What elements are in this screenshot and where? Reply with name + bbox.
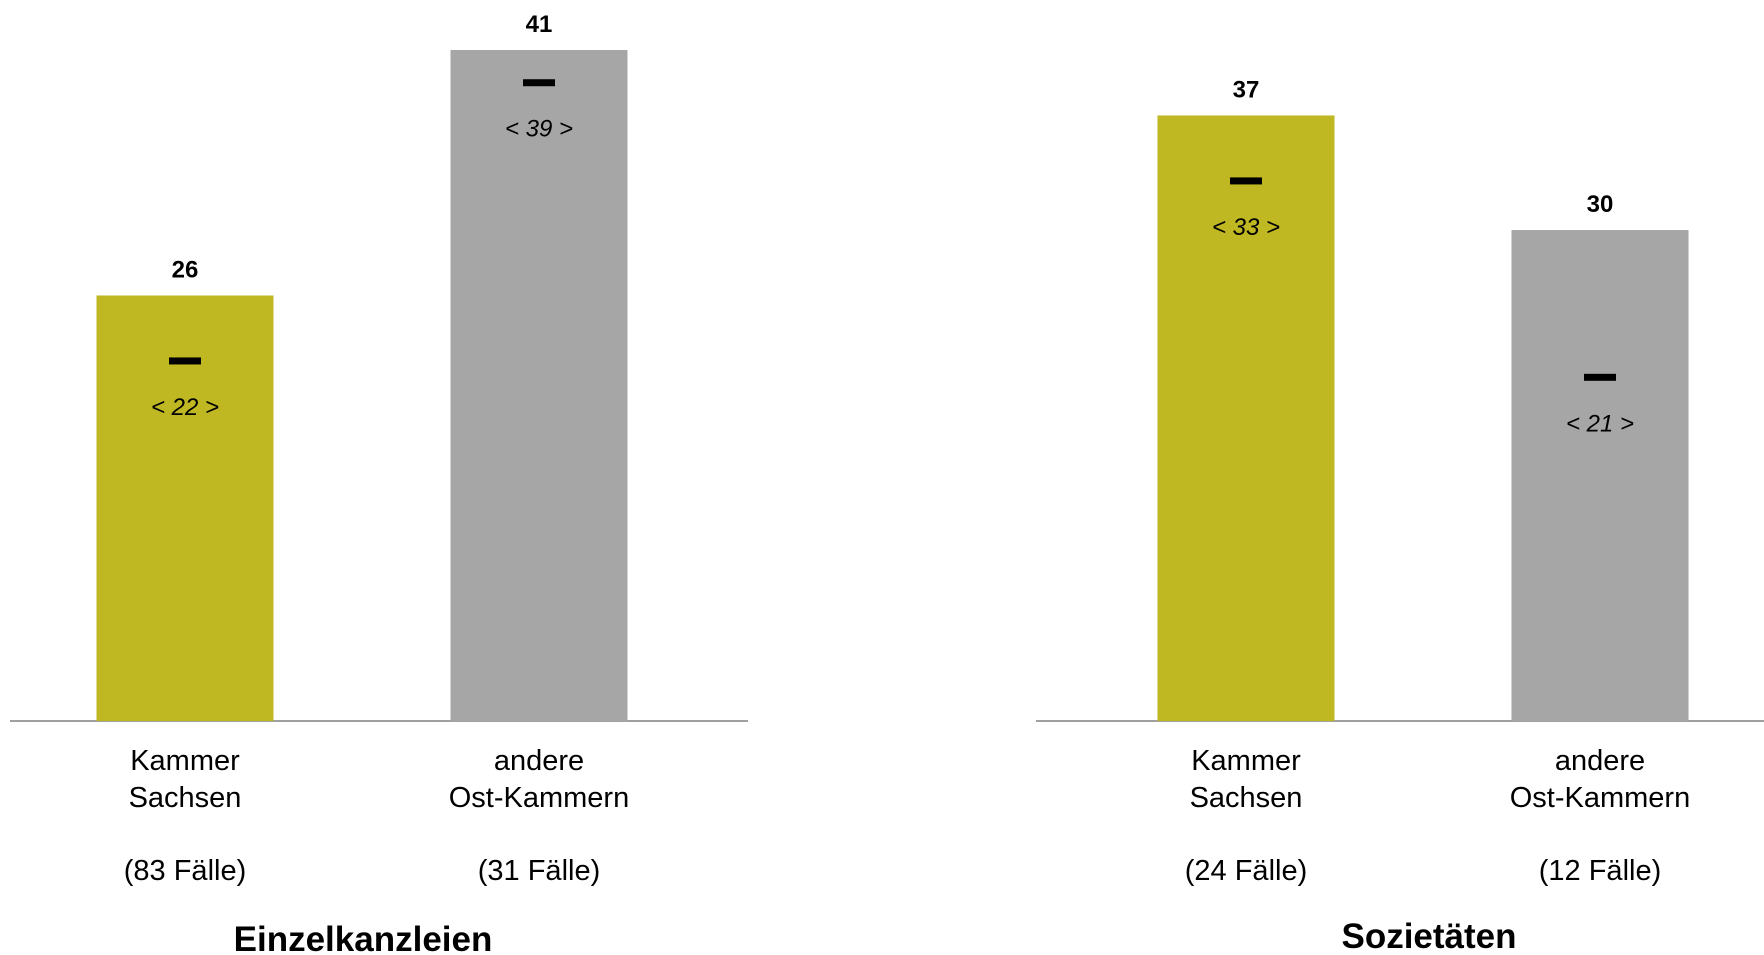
bar-andere-ost-kammern <box>450 50 628 721</box>
category-label-line1: Kammer <box>1191 745 1301 777</box>
category-label-line2: Ost-Kammern <box>1510 782 1690 814</box>
median-label: < 21 > <box>1566 410 1634 437</box>
category-label-line2: Sachsen <box>129 782 242 814</box>
median-label: < 39 > <box>505 116 573 143</box>
category-cases-label: (31 Fälle) <box>478 855 601 887</box>
median-label: < 33 > <box>1212 214 1280 241</box>
category-label-line1: andere <box>1555 745 1645 777</box>
category-label-line1: andere <box>494 745 584 777</box>
median-label: < 22 > <box>151 394 219 421</box>
bar-andere-ost-kammern <box>1511 230 1689 721</box>
chart-title: Einzelkanzleien <box>234 920 493 955</box>
chart-title: Sozietäten <box>1341 917 1516 955</box>
median-marker <box>523 79 555 87</box>
bar-kammer-sachsen <box>96 295 274 721</box>
median-marker <box>169 357 201 365</box>
bar-value-label: 41 <box>526 11 553 38</box>
bar-kammer-sachsen <box>1157 115 1335 721</box>
median-marker <box>1230 177 1262 185</box>
chart-panel-sozietaeten: 37 30 < 33 > < 21 > Kammer Sachsen (24 F… <box>1036 76 1764 955</box>
category-label-line2: Sachsen <box>1190 782 1303 814</box>
chart-panel-einzelkanzleien: 26 41 < 22 > < 39 > Kammer Sachsen (83 F… <box>10 11 748 955</box>
category-label-line1: Kammer <box>130 745 240 777</box>
bar-value-label: 37 <box>1233 76 1260 103</box>
category-label-line2: Ost-Kammern <box>449 782 629 814</box>
median-marker <box>1584 373 1616 381</box>
category-cases-label: (24 Fälle) <box>1185 855 1308 887</box>
bar-value-label: 26 <box>172 256 199 283</box>
bar-value-label: 30 <box>1587 191 1614 218</box>
category-cases-label: (12 Fälle) <box>1539 855 1662 887</box>
category-cases-label: (83 Fälle) <box>124 855 247 887</box>
